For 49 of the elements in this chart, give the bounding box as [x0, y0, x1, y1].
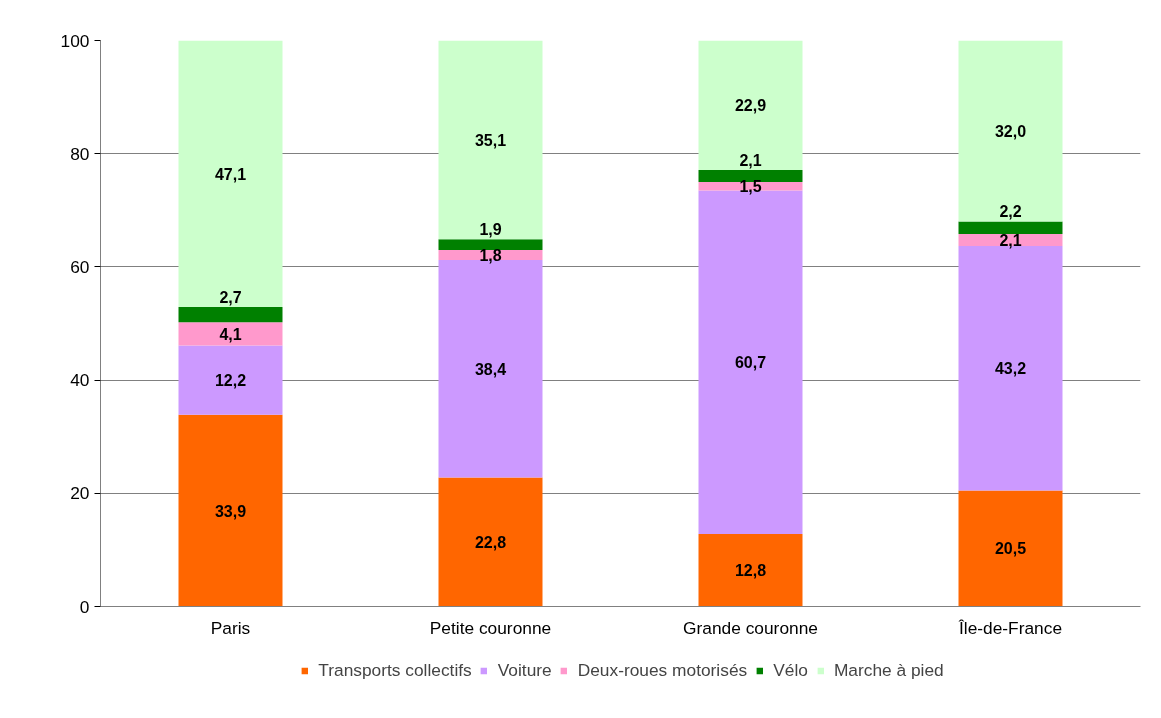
data-label: 1,5: [739, 178, 762, 196]
data-label: 12,2: [214, 372, 247, 390]
data-label: 35,1: [474, 131, 507, 149]
bar: [958, 221, 1063, 235]
legend-label: Marche à pied: [833, 659, 944, 681]
data-label: 60,7: [734, 354, 767, 372]
data-label: 47,1: [214, 165, 247, 183]
x-tick-label: Grande couronne: [683, 617, 818, 638]
legend-label: Vélo: [773, 659, 808, 681]
legend-label: Voiture: [497, 659, 552, 681]
bar: [698, 170, 803, 182]
x-tick-label: Paris: [210, 617, 251, 638]
legend-label: Deux-roues motorisés: [577, 659, 748, 681]
y-tick-label: 100: [60, 30, 90, 51]
data-label: 22,9: [734, 97, 767, 115]
y-tick-label: 80: [70, 143, 90, 164]
x-tick-label: Petite couronne: [429, 617, 552, 638]
bar: [438, 239, 543, 250]
data-label: 4,1: [219, 325, 242, 343]
bar: [438, 477, 543, 607]
bar: [958, 490, 1063, 607]
data-label: 20,5: [994, 540, 1027, 558]
data-label: 2,7: [219, 288, 242, 306]
data-label: 33,9: [214, 502, 247, 520]
y-tick-label: 60: [70, 256, 90, 277]
data-label: 2,1: [739, 151, 762, 169]
bar: [178, 307, 283, 323]
data-label: 12,8: [734, 562, 767, 580]
data-label: 38,4: [474, 360, 507, 378]
y-tick-label: 0: [79, 596, 90, 617]
bar: [178, 414, 283, 607]
data-label: 43,2: [994, 360, 1027, 378]
data-label: 1,9: [479, 220, 502, 238]
x-tick-label: Île-de-France: [957, 617, 1063, 638]
data-label: 2,2: [999, 203, 1022, 221]
bar: [438, 40, 543, 240]
bar: [178, 40, 283, 308]
data-label: 32,0: [994, 123, 1027, 141]
bar: [698, 534, 803, 607]
y-tick-label: 40: [70, 370, 90, 391]
bar: [698, 40, 803, 171]
data-label: 1,8: [479, 247, 502, 265]
bar: [178, 322, 283, 346]
data-label: 2,1: [999, 232, 1022, 250]
data-label: 22,8: [474, 533, 507, 551]
bar: [178, 345, 283, 415]
legend-label: Transports collectifs: [318, 659, 472, 681]
bar: [958, 40, 1063, 222]
y-tick-label: 20: [70, 483, 90, 504]
